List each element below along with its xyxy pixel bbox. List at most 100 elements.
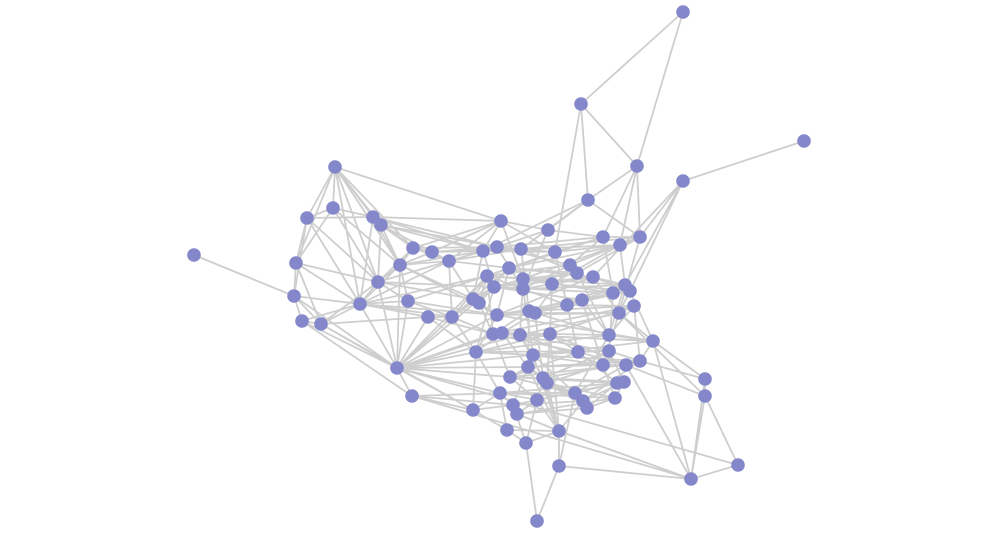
graph-edge xyxy=(301,303,361,322)
graph-node xyxy=(571,345,585,359)
graph-edge xyxy=(427,316,477,353)
graph-edge xyxy=(448,260,453,318)
graph-node xyxy=(502,261,516,275)
graph-node xyxy=(466,403,480,417)
graph-node xyxy=(623,284,637,298)
graph-edge xyxy=(501,332,529,368)
graph-edge xyxy=(551,244,621,285)
graph-edge xyxy=(295,262,361,305)
graph-edge xyxy=(639,360,706,380)
graph-edge xyxy=(396,275,488,369)
graph-node xyxy=(493,386,507,400)
graph-node xyxy=(731,458,745,472)
graph-node xyxy=(633,354,647,368)
graph-node xyxy=(613,238,627,252)
graph-node xyxy=(300,211,314,225)
edges-layer xyxy=(193,11,805,522)
graph-edge xyxy=(580,103,589,201)
graph-edge xyxy=(516,413,560,432)
graph-node xyxy=(560,298,574,312)
graph-edge xyxy=(380,224,401,266)
nodes-layer xyxy=(187,5,811,528)
graph-edge xyxy=(377,281,474,300)
graph-edge xyxy=(407,300,498,316)
graph-edge xyxy=(522,264,571,290)
graph-edge xyxy=(496,267,510,316)
graph-edge xyxy=(293,295,398,369)
graph-node xyxy=(516,282,530,296)
graph-edge xyxy=(396,367,474,411)
graph-edge xyxy=(636,165,641,238)
graph-edge xyxy=(411,395,514,406)
graph-edge xyxy=(580,103,638,167)
graph-edge xyxy=(652,340,692,480)
graph-node xyxy=(581,193,595,207)
graph-node xyxy=(287,289,301,303)
graph-edge xyxy=(295,207,334,264)
graph-edge xyxy=(639,180,684,238)
graph-node xyxy=(514,242,528,256)
graph-edge xyxy=(332,166,336,209)
graph-node xyxy=(575,293,589,307)
graph-edge xyxy=(576,236,641,274)
graph-edge xyxy=(602,236,614,294)
graph-node xyxy=(528,306,542,320)
graph-edge xyxy=(500,220,524,280)
graph-edge xyxy=(633,305,641,362)
graph-edge xyxy=(372,216,502,222)
graph-node xyxy=(295,314,309,328)
graph-edge xyxy=(549,283,553,335)
graph-node xyxy=(608,391,622,405)
graph-edge xyxy=(520,199,589,250)
graph-edge xyxy=(581,299,604,366)
graph-edge xyxy=(500,220,556,253)
graph-edge xyxy=(334,166,361,305)
graph-node xyxy=(469,345,483,359)
graph-edge xyxy=(569,244,621,266)
graph-edge xyxy=(334,166,379,283)
graph-edge xyxy=(301,320,413,397)
graph-node xyxy=(425,245,439,259)
graph-edge xyxy=(411,392,501,397)
graph-node xyxy=(328,160,342,174)
graph-edge xyxy=(377,224,382,283)
graph-edge xyxy=(558,392,576,467)
graph-edge xyxy=(682,140,805,182)
graph-edge xyxy=(516,397,616,415)
graph-edge xyxy=(534,312,544,379)
graph-edge xyxy=(512,400,584,406)
graph-node xyxy=(630,159,644,173)
graph-node xyxy=(596,358,610,372)
graph-edge xyxy=(396,354,534,369)
graph-edge xyxy=(554,103,582,253)
graph-edge xyxy=(332,207,379,283)
graph-node xyxy=(543,327,557,341)
graph-edge xyxy=(472,250,484,300)
graph-edge xyxy=(407,275,488,302)
graph-edge xyxy=(372,216,498,248)
graph-node xyxy=(500,423,514,437)
graph-node xyxy=(421,310,435,324)
graph-edge xyxy=(619,165,638,246)
graph-edge xyxy=(624,180,684,286)
graph-edge xyxy=(359,216,374,305)
graph-edge xyxy=(407,300,453,318)
graph-edge xyxy=(359,300,409,305)
graph-edge xyxy=(475,286,495,353)
graph-node xyxy=(570,266,584,280)
graph-edge xyxy=(704,395,739,466)
graph-node xyxy=(530,514,544,528)
graph-node xyxy=(596,230,610,244)
graph-node xyxy=(490,240,504,254)
graph-edge xyxy=(475,351,501,394)
graph-node xyxy=(326,201,340,215)
graph-node xyxy=(445,310,459,324)
graph-edge xyxy=(493,286,583,301)
graph-edge xyxy=(625,364,692,480)
graph-node xyxy=(401,294,415,308)
graph-edge xyxy=(334,166,502,222)
graph-node xyxy=(612,306,626,320)
graph-node xyxy=(676,174,690,188)
graph-edge xyxy=(566,304,635,307)
